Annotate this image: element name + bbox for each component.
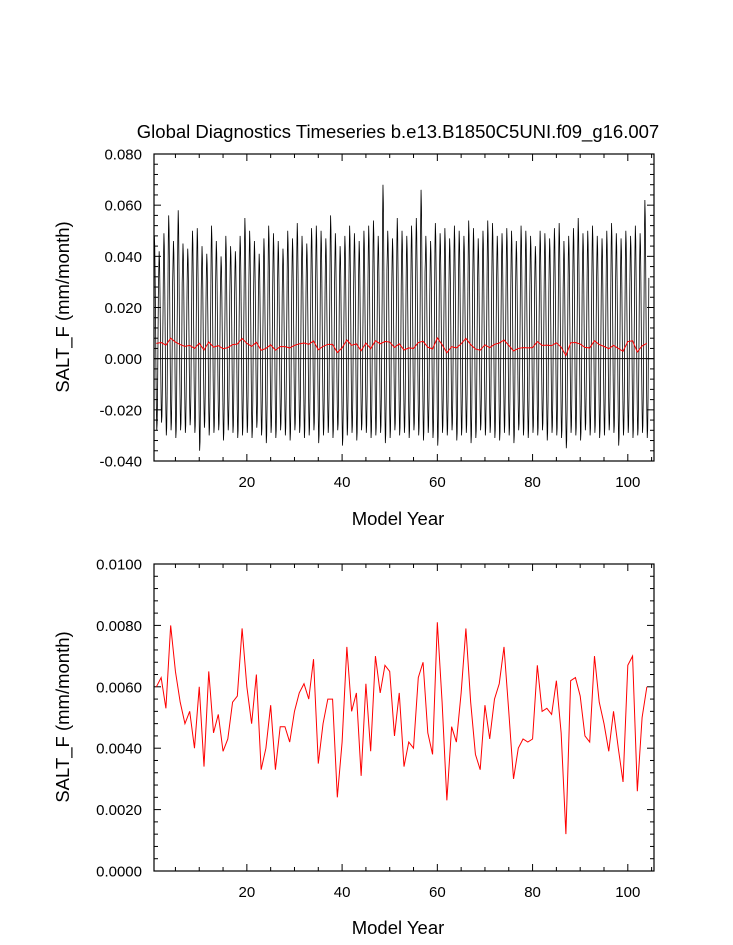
y-axis-label: SALT_F (mm/month) (52, 631, 74, 802)
y-tick-label: 0.0100 (96, 557, 142, 574)
x-tick-label: 40 (334, 884, 351, 901)
y-tick-label: 0.0000 (96, 864, 142, 881)
y-tick-label: 0.0060 (96, 679, 142, 696)
series-line-monthly (153, 184, 650, 451)
y-axis-label: SALT_F (mm/month) (52, 221, 74, 392)
plot-frame (153, 563, 655, 872)
series-line-annual-mean (156, 336, 648, 357)
timeseries-panel-annual: 0.0000 0.0020 0.0040 0.0060 0.0080 0.0100 20 4… (52, 557, 655, 938)
x-tick-label: 60 (429, 884, 446, 901)
y-tick-labels: 0.0000 0.0020 0.0040 0.0060 0.0080 0.0100 (96, 557, 142, 881)
y-tick-label: 0.0080 (96, 618, 142, 635)
y-tick-label: 0.0040 (96, 741, 142, 758)
x-tick-label: 100 (615, 474, 640, 491)
y-tick-label: 0.020 (104, 300, 142, 317)
x-tick-label: 40 (334, 474, 351, 491)
y-tick-label: 0.080 (104, 147, 142, 164)
axis-ticks (154, 563, 654, 872)
x-tick-label: 20 (239, 474, 256, 491)
x-axis-label: Model Year (352, 508, 445, 529)
x-tick-label: 20 (239, 884, 256, 901)
y-tick-label: 0.060 (104, 198, 142, 215)
x-tick-label: 100 (615, 884, 640, 901)
y-tick-label: -0.040 (99, 454, 142, 471)
x-tick-label: 80 (524, 884, 541, 901)
plot-frame (153, 153, 655, 462)
x-tick-labels: 20 40 60 80 100 (239, 884, 641, 901)
x-tick-label: 80 (524, 474, 541, 491)
chart-title: Global Diagnostics Timeseries b.e13.B185… (137, 121, 659, 143)
timeseries-panel-monthly: Global Diagnostics Timeseries b.e13.B185… (52, 121, 659, 529)
x-tick-label: 60 (429, 474, 446, 491)
y-tick-label: 0.0020 (96, 802, 142, 819)
y-tick-label: 0.000 (104, 351, 142, 368)
x-tick-labels: 20 40 60 80 100 (239, 474, 641, 491)
y-tick-label: -0.020 (99, 402, 142, 419)
series-line-annual-mean (155, 622, 648, 835)
y-tick-label: 0.040 (104, 249, 142, 266)
x-axis-label: Model Year (352, 917, 445, 938)
y-tick-labels: -0.040 -0.020 0.000 0.020 0.040 0.060 0.080 (99, 147, 142, 471)
